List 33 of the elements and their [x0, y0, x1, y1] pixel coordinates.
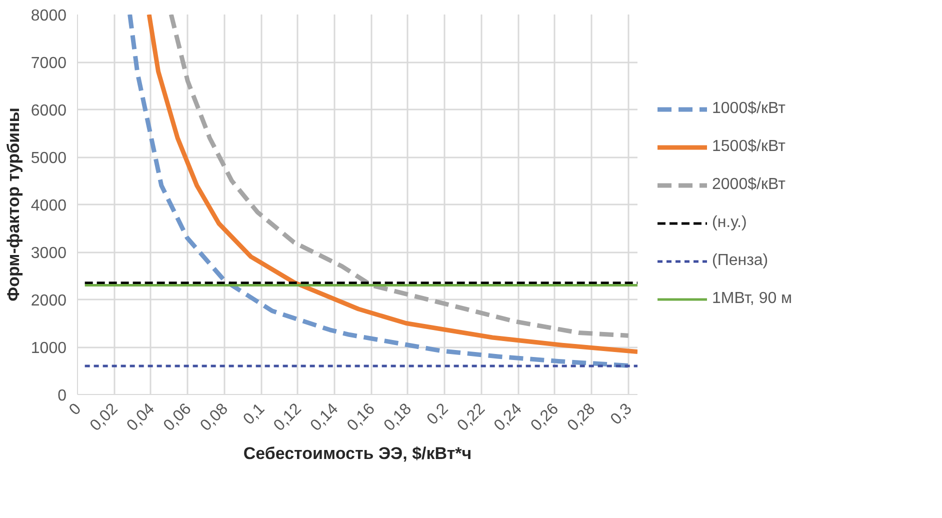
legend-label: 2000$/кВт [712, 176, 786, 194]
y-tick-label: 5000 [30, 150, 67, 167]
x-tick-label: 0,26 [528, 400, 562, 435]
y-tick-label: 1000 [30, 340, 67, 357]
legend-label: 1МВт, 90 м [712, 290, 792, 308]
y-tick-label: 7000 [30, 55, 67, 72]
y-tick-label: 4000 [30, 198, 67, 214]
x-tick-label: 0,28 [564, 400, 599, 435]
x-tick-label: 0,3 [608, 400, 636, 428]
x-tick-label: 0,08 [197, 400, 232, 435]
x-tick-label: 0,24 [491, 400, 526, 435]
x-tick-label: 0,22 [454, 400, 489, 435]
y-tick-label: 3000 [30, 245, 67, 262]
y-axis-title: Форм-фактор турбины [4, 108, 23, 302]
x-tick-label: 0,2 [424, 400, 452, 428]
y-tick-label: 0 [58, 388, 67, 404]
y-tick-label: 8000 [30, 8, 67, 24]
y-tick-label: 2000 [30, 292, 67, 310]
x-tick-label: 0,1 [240, 400, 268, 428]
x-axis-title: Себестоимость ЭЭ, $/кВт*ч [243, 444, 472, 463]
x-tick-label: 0,16 [344, 400, 378, 435]
legend-label: (н.у.) [712, 214, 747, 232]
y-tick-label: 6000 [30, 102, 67, 120]
x-tick-label: 0,02 [87, 400, 122, 435]
x-tick-label: 0,18 [381, 400, 416, 435]
x-tick-label: 0,14 [308, 400, 342, 435]
legend-label: 1000$/кВт [712, 100, 786, 118]
x-tick-label: 0,06 [160, 400, 195, 435]
legend-label: 1500$/кВт [712, 138, 786, 156]
x-tick-label: 0 [66, 400, 85, 419]
legend-label: (Пенза) [712, 252, 768, 270]
x-tick-label: 0,12 [270, 400, 305, 435]
x-tick-label: 0,04 [124, 400, 158, 435]
